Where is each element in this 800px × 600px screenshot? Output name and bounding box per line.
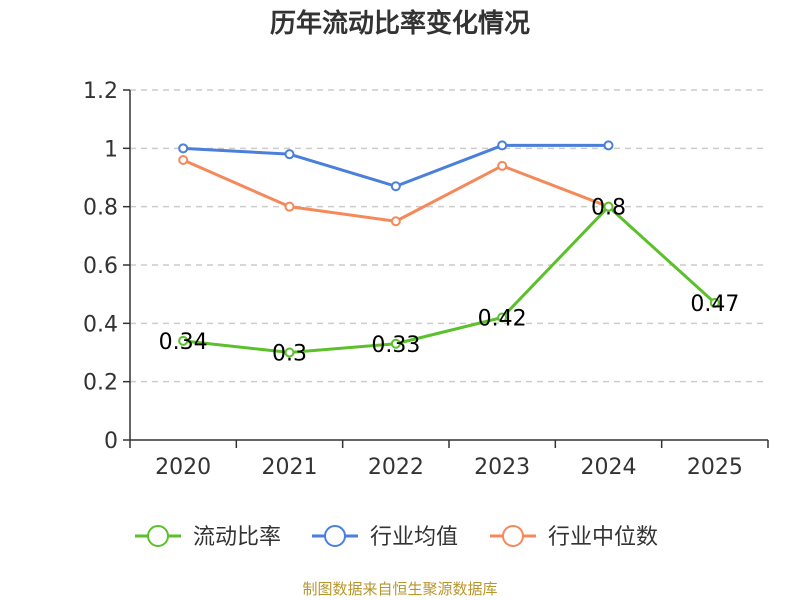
data-label: 0.47 — [690, 292, 739, 317]
data-point — [390, 181, 401, 192]
series-line — [183, 143, 609, 188]
data-point — [284, 347, 295, 358]
data-point — [603, 201, 614, 212]
data-label: 0.3 — [272, 342, 307, 367]
data-label: 0.34 — [159, 330, 208, 355]
legend-label: 行业均值 — [370, 525, 458, 550]
data-label: 0.33 — [371, 333, 420, 358]
y-tick-label: 0.2 — [83, 371, 118, 396]
y-tick-label: 0.8 — [83, 196, 118, 221]
data-point — [178, 335, 189, 346]
data-point — [390, 216, 401, 227]
source-note: 制图数据来自恒生聚源数据库 — [302, 580, 497, 598]
data-point — [603, 140, 614, 151]
legend-label: 行业中位数 — [548, 525, 658, 550]
y-tick-label: 0.4 — [83, 312, 118, 337]
data-point — [178, 143, 189, 154]
x-tick-label: 2021 — [262, 455, 318, 480]
data-point — [284, 201, 295, 212]
x-tick-label: 2024 — [581, 455, 637, 480]
data-point — [497, 312, 508, 323]
x-tick-label: 2020 — [155, 455, 211, 480]
series-line — [183, 205, 716, 354]
data-label: 0.42 — [478, 307, 527, 332]
y-tick-label: 0 — [104, 429, 118, 454]
y-tick-label: 1 — [104, 137, 118, 162]
data-point — [497, 160, 508, 171]
data-point — [178, 155, 189, 165]
x-tick-label: 2022 — [368, 455, 424, 480]
y-tick-label: 0.6 — [83, 254, 118, 279]
x-tick-label: 2025 — [687, 455, 743, 480]
data-point — [709, 297, 720, 308]
legend-label: 流动比率 — [193, 525, 281, 550]
chart-title: 历年流动比率变化情况 — [270, 8, 530, 39]
data-label: 0.8 — [591, 196, 626, 221]
legend-marker — [502, 525, 524, 547]
data-point — [497, 140, 508, 151]
data-point — [390, 338, 401, 349]
legend-marker — [147, 525, 169, 547]
data-point — [284, 149, 295, 160]
y-tick-label: 1.2 — [83, 79, 118, 104]
legend-marker — [324, 525, 346, 547]
x-tick-label: 2023 — [474, 455, 530, 480]
